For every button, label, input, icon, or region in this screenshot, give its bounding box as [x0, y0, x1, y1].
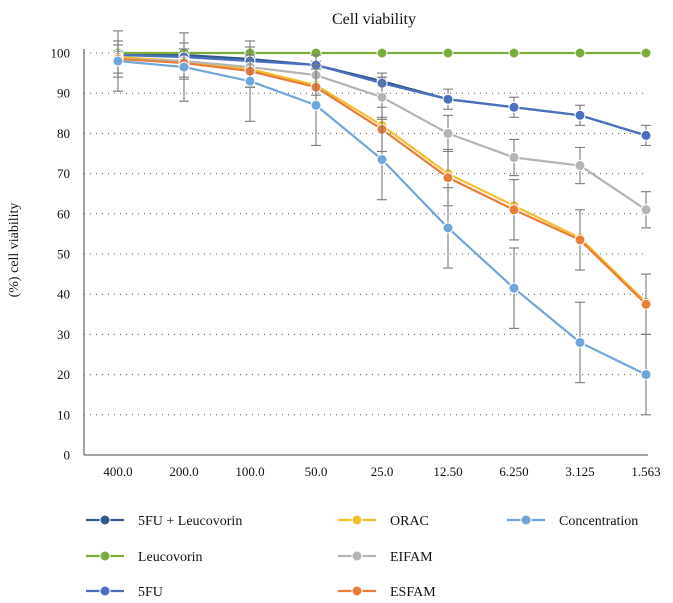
data-point-concentration	[442, 222, 454, 234]
x-tick-label: 200.0	[169, 464, 198, 479]
data-point-5fu	[442, 93, 454, 105]
axes: 0 10 20 30 40 50 60 70 80 90 100 400.0 200.0 100.0 50.…	[51, 46, 661, 480]
y-tick-label: 60	[57, 206, 70, 221]
legend-label-concentration: Concentration	[559, 514, 638, 529]
data-point-esfam	[640, 298, 652, 310]
data-point-eifam	[508, 152, 520, 164]
y-tick-label: 40	[57, 287, 70, 302]
data-point-leucovorin	[376, 47, 388, 59]
data-point-concentration	[178, 61, 190, 73]
data-point-concentration	[508, 282, 520, 294]
data-point-eifam	[376, 91, 388, 103]
data-point-esfam	[508, 204, 520, 216]
legend-item-leucovorin: Leucovorin	[86, 550, 203, 565]
legend-label-5fu-leucovorin: 5FU + Leucovorin	[138, 514, 242, 529]
legend-item-orac: ORAC	[338, 514, 429, 529]
legend-marker-5fu	[99, 585, 111, 597]
data-point-concentration	[640, 369, 652, 381]
data-point-eifam	[574, 160, 586, 172]
y-tick-label: 30	[57, 327, 70, 342]
y-tick-label: 20	[57, 367, 70, 382]
legend-marker-leucovorin	[99, 550, 111, 562]
legend-label-leucovorin: Leucovorin	[138, 550, 203, 565]
chart-title: Cell viability	[332, 11, 416, 28]
legend-item-eifam: EIFAM	[338, 550, 433, 565]
data-point-leucovorin	[508, 47, 520, 59]
y-axis-label: (%) cell viability	[7, 203, 22, 298]
x-tick-label: 12.50	[433, 464, 462, 479]
x-tick-label: 50.0	[305, 464, 328, 479]
series-esfam	[112, 44, 652, 335]
legend-marker-esfam	[351, 585, 363, 597]
y-tick-label: 80	[57, 126, 70, 141]
data-point-concentration	[244, 75, 256, 87]
data-point-leucovorin	[574, 47, 586, 59]
data-point-5fu	[574, 109, 586, 121]
data-point-leucovorin	[442, 47, 454, 59]
legend-item-esfam: ESFAM	[338, 585, 436, 600]
legend-item-concentration: Concentration	[507, 514, 638, 529]
legend-label-orac: ORAC	[390, 514, 429, 529]
x-tick-label: 3.125	[565, 464, 594, 479]
y-tick-label: 0	[64, 448, 71, 463]
legend-item-5fu-leucovorin: 5FU + Leucovorin	[86, 514, 242, 529]
y-tick-label: 100	[51, 46, 71, 61]
legend-label-esfam: ESFAM	[390, 585, 436, 600]
data-point-concentration	[376, 154, 388, 166]
x-tick-label: 1.563	[631, 464, 660, 479]
data-point-eifam	[442, 127, 454, 139]
data-point-concentration	[574, 336, 586, 348]
x-tick-label: 400.0	[103, 464, 132, 479]
legend-label-eifam: EIFAM	[390, 550, 433, 565]
legend-label-5fu: 5FU	[138, 585, 163, 600]
y-tick-label: 90	[57, 86, 70, 101]
data-point-eifam	[640, 204, 652, 216]
data-point-5fu	[640, 129, 652, 141]
y-tick-label: 10	[57, 407, 70, 422]
x-tick-label: 25.0	[371, 464, 394, 479]
x-tick-label: 6.250	[499, 464, 528, 479]
legend: 5FU + Leucovorin Leucovorin 5FU ORAC EIFAM ES…	[86, 514, 638, 600]
legend-marker-orac	[351, 514, 363, 526]
data-point-concentration	[310, 99, 322, 111]
y-tick-label: 50	[57, 247, 70, 262]
data-point-concentration	[112, 55, 124, 67]
legend-marker-5fu-leucovorin	[99, 514, 111, 526]
x-tick-label: 100.0	[235, 464, 264, 479]
data-point-esfam	[442, 172, 454, 184]
legend-item-5fu: 5FU	[86, 585, 163, 600]
data-point-5fu	[508, 101, 520, 113]
series-layer	[112, 30, 652, 416]
y-tick-label: 70	[57, 166, 70, 181]
legend-marker-concentration	[520, 514, 532, 526]
data-point-leucovorin	[640, 47, 652, 59]
data-point-esfam	[574, 234, 586, 246]
legend-marker-eifam	[351, 550, 363, 562]
series-concentration	[112, 30, 652, 416]
gridlines	[84, 52, 648, 416]
